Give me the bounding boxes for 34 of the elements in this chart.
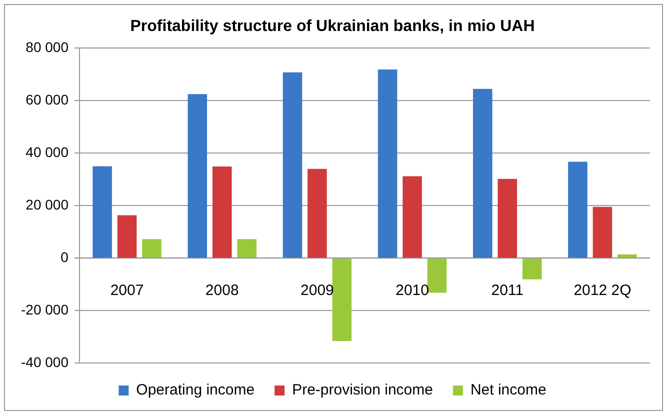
y-tick-label: -20 000 — [21, 301, 69, 318]
bar — [378, 69, 398, 258]
bar — [568, 162, 588, 258]
y-tick-label: 40 000 — [26, 144, 69, 160]
x-tick-label: 2011 — [491, 282, 524, 300]
bar — [402, 176, 422, 258]
bar — [188, 94, 208, 258]
x-tick-label: 2008 — [205, 282, 239, 300]
bar — [427, 258, 447, 293]
bar — [618, 254, 637, 258]
y-tick-label: 80 000 — [26, 39, 69, 56]
x-tick-label: 2007 — [110, 282, 144, 300]
legend-label: Operating income — [136, 382, 255, 399]
bar — [92, 166, 112, 258]
bar — [212, 166, 232, 258]
x-tick-label: 2010 — [396, 282, 429, 300]
legend-label: Net income — [470, 382, 546, 399]
bar — [522, 258, 542, 280]
bar — [117, 215, 137, 258]
bar — [237, 239, 256, 258]
y-tick-label: 60 000 — [26, 92, 69, 108]
y-tick-label: 0 — [60, 248, 69, 265]
bar — [498, 178, 518, 258]
bar — [473, 88, 492, 258]
bar — [142, 239, 162, 258]
chart-title: Profitability structure of Ukrainian banks, in mio UAH — [130, 18, 535, 36]
legend-label: Pre-provision income — [292, 382, 433, 399]
bar — [282, 72, 302, 258]
x-tick-label: 2012 2Q — [574, 282, 632, 300]
bar — [332, 258, 352, 341]
bar — [592, 206, 612, 258]
y-tick-label: 20 000 — [26, 196, 69, 212]
y-tick-label: -40 000 — [21, 354, 69, 370]
bar — [308, 168, 327, 258]
